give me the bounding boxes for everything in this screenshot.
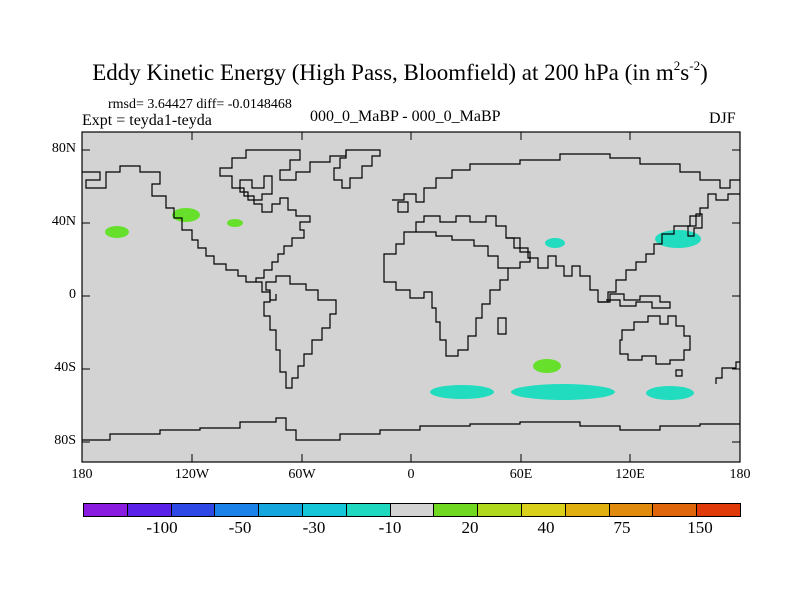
colorbar-swatch: [302, 504, 347, 516]
y-tick-label: 80N: [51, 141, 76, 156]
y-ticks: [82, 149, 740, 443]
colorbar-swatch: [346, 504, 391, 516]
colorbar-swatch: [609, 504, 654, 516]
anomaly-patch: [227, 219, 243, 227]
y-tick-label: 40N: [51, 214, 76, 229]
anomaly-patches: [105, 208, 701, 400]
coastline-indonesia: [598, 293, 671, 309]
colorbar-swatch: [259, 504, 303, 516]
coastline-arabia: [506, 237, 531, 269]
colorbar-swatch: [84, 504, 128, 516]
colorbar-label: 75: [613, 518, 631, 537]
x-tick-label: 120E: [615, 467, 645, 482]
y-tick-label: 0: [69, 287, 76, 302]
coastline-africa: [383, 231, 509, 357]
coastline-antarctica: [82, 417, 740, 441]
x-tick-label: 180: [71, 467, 93, 482]
colorbar-swatch: [434, 504, 479, 516]
x-tick-label: 60E: [509, 467, 533, 482]
anomaly-patch: [105, 226, 129, 238]
x-tick-label: 60W: [288, 467, 316, 482]
colorbar-label: 40: [537, 518, 555, 537]
anomaly-patch: [533, 359, 561, 373]
colorbar-swatch: [565, 504, 610, 516]
y-tick-label: 40S: [54, 360, 76, 375]
coastline-greenland: [333, 149, 381, 189]
coastline-madagascar: [497, 317, 507, 335]
season-label: DJF: [709, 110, 736, 127]
x-tick-label: 120W: [174, 467, 210, 482]
colorbar-label: -10: [378, 518, 402, 537]
plot-title: Eddy Kinetic Energy (High Pass, Bloomfie…: [92, 58, 708, 85]
coastline-british-isles: [397, 201, 409, 213]
map-background: [82, 132, 740, 462]
anomaly-patch: [430, 385, 494, 399]
x-ticks: [191, 132, 631, 462]
coastline-hudson-bay: [239, 175, 273, 201]
colorbar-swatch: [390, 504, 435, 516]
coastline-australia: [619, 315, 691, 365]
x-tick-label: 180: [729, 467, 751, 482]
colorbar-swatch: [478, 504, 522, 516]
coastline-japan: [687, 213, 703, 237]
y-tick-label: 80S: [54, 433, 76, 448]
anomaly-patch: [172, 208, 200, 222]
colorbar-swatch: [697, 504, 740, 516]
stats-text: rmsd= 3.64427 diff= -0.0148468: [108, 97, 292, 112]
coastlines: [82, 149, 740, 441]
coastline-north-america: [82, 149, 347, 283]
colorbar-swatch: [653, 504, 698, 516]
colorbar-swatch: [171, 504, 216, 516]
experiment-label: Expt = teyda1-teyda: [82, 112, 212, 129]
colorbar-swatch: [127, 504, 172, 516]
colorbar-swatch: [521, 504, 566, 516]
coastline-asia-south: [383, 193, 740, 303]
colorbar-label: -50: [228, 518, 252, 537]
coastline-south-america: [263, 275, 337, 389]
anomaly-patch: [545, 238, 565, 248]
colorbar-label: -30: [302, 518, 326, 537]
colorbar-label: -100: [146, 518, 178, 537]
coastline-tasmania: [675, 369, 683, 377]
colorbar-swatch: [215, 504, 260, 516]
coastline-eurasia: [392, 153, 740, 203]
colorbar-label: 150: [687, 518, 713, 537]
anomaly-patch: [511, 384, 615, 400]
colorbar-label: 20: [461, 518, 479, 537]
anomaly-patch: [646, 386, 694, 400]
coastline-new-zealand: [715, 361, 740, 384]
center-label: 000_0_MaBP - 000_0_MaBP: [310, 108, 501, 125]
x-tick-label: 0: [407, 467, 415, 482]
colorbar: [83, 503, 741, 517]
